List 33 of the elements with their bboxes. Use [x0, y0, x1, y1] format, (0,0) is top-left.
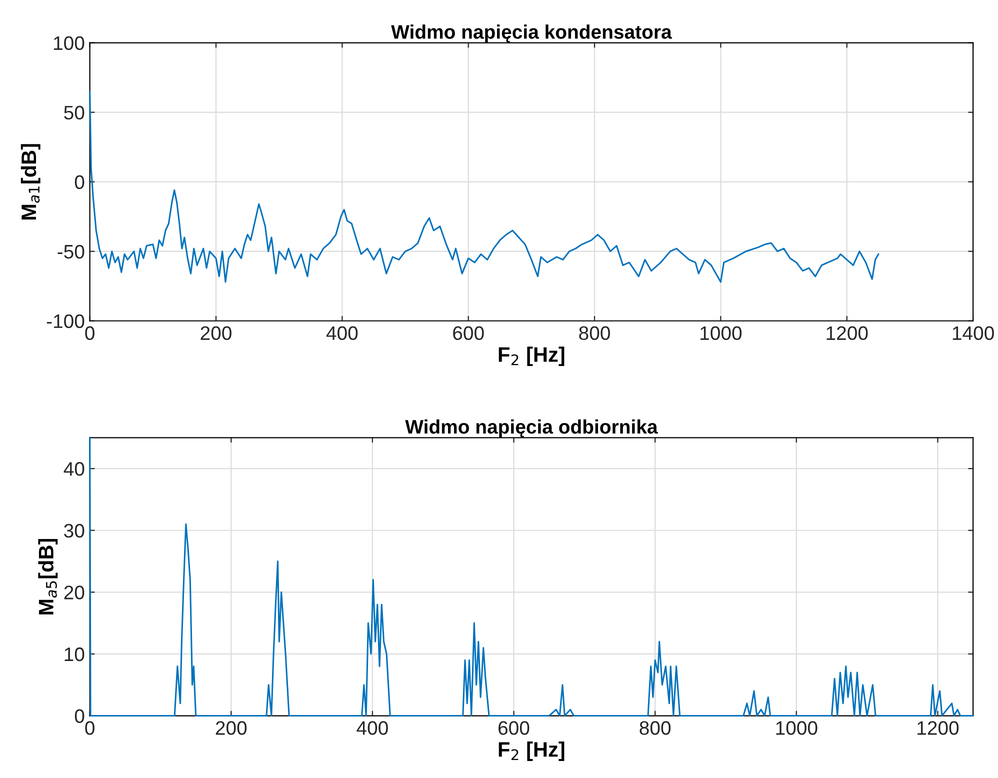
x-tick-label: 800 — [579, 326, 610, 340]
y-tick-label: 40 — [64, 462, 84, 476]
x-tick-label: 1400 — [952, 326, 994, 340]
y-tick-label: -50 — [58, 244, 84, 259]
x-tick-label: 600 — [498, 721, 530, 735]
x-tick-label: 800 — [640, 721, 671, 735]
y-tick-label: 30 — [64, 524, 84, 538]
x-tick-label: 1000 — [776, 721, 818, 735]
line-series — [89, 436, 974, 717]
x-axis-title: F$_{2}$ [Hz] — [498, 742, 564, 761]
x-tick-label: 400 — [356, 721, 388, 735]
x-tick-label: 1200 — [918, 721, 959, 735]
x-tick-label: 600 — [453, 326, 484, 340]
chart-title: Widmo napięcia kondensatora — [391, 24, 672, 43]
line-series — [89, 90, 880, 283]
x-tick-label: 200 — [200, 326, 232, 340]
y-tick-label: 10 — [64, 647, 84, 662]
x-tick-label: 400 — [326, 326, 358, 340]
y-tick-label: 20 — [64, 586, 84, 600]
x-tick-label: 1200 — [826, 326, 868, 340]
y-axis-title: M$_{a1}$[dB] — [20, 144, 40, 220]
y-tick-label: 100 — [54, 36, 84, 50]
x-tick-label: 0 — [85, 721, 94, 735]
x-axis-title: F$_{2}$ [Hz] — [498, 346, 564, 366]
y-tick-label: -100 — [46, 314, 84, 328]
x-tick-label: 1000 — [700, 326, 742, 340]
y-axis-title: M$_{a5}$[dB] — [38, 538, 58, 614]
y-tick-label: 0 — [74, 709, 84, 723]
x-tick-label: 0 — [85, 326, 94, 340]
y-tick-label: 0 — [74, 175, 84, 190]
y-tick-label: 50 — [64, 106, 84, 120]
x-tick-label: 200 — [216, 721, 247, 735]
chart-title: Widmo napięcia odbiornika — [405, 419, 658, 438]
